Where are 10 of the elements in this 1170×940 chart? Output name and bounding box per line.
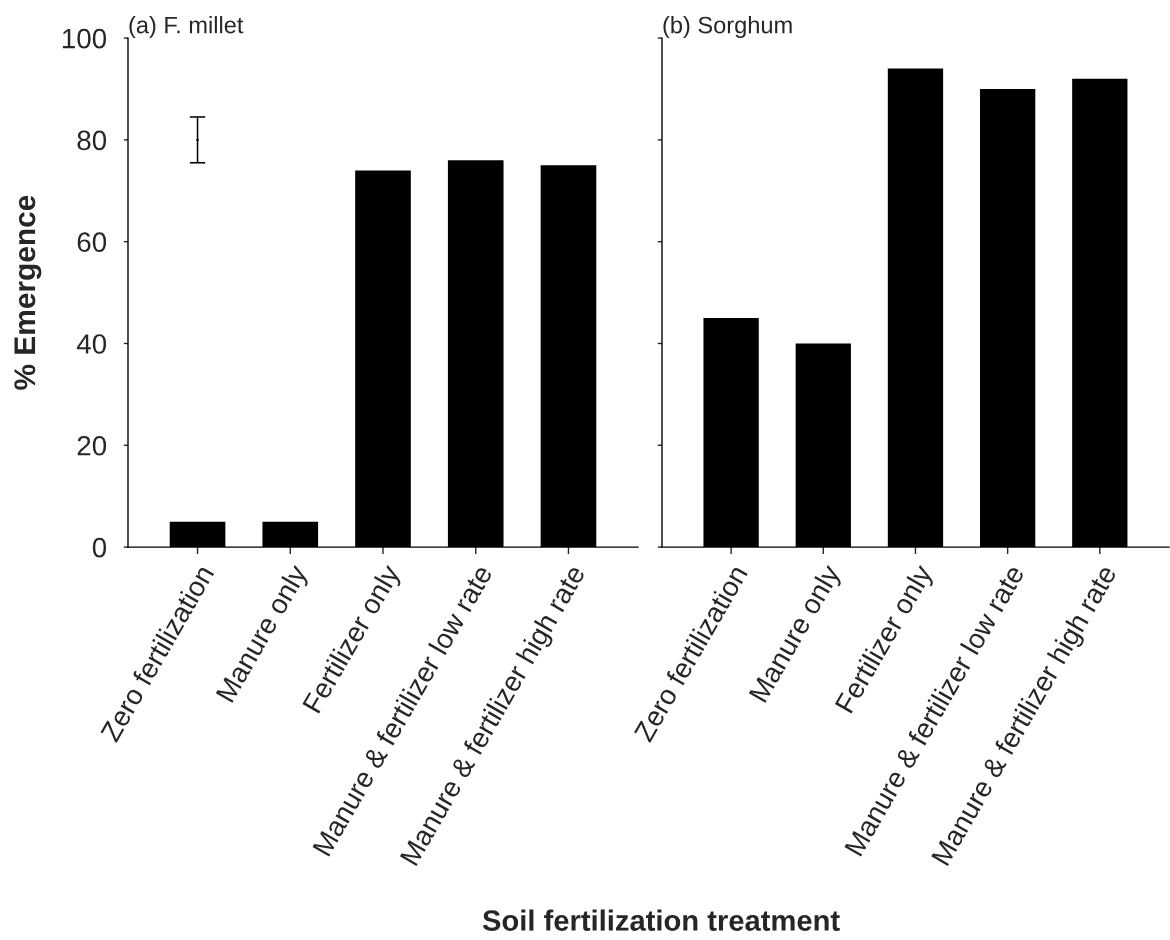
y-axis-title: % Emergence [14,195,42,390]
y-tick-label: 60 [77,232,107,253]
y-tick-label: 20 [77,435,107,456]
y-tick-label: 100 [62,28,107,49]
y-tick-label: 40 [76,334,107,354]
y-tick-label: 80 [77,130,107,151]
y-tick-label: 0 [92,537,107,558]
chart-title: (b) Sorghum [663,16,792,39]
chart-title: (a) F. millet [129,16,244,39]
x-axis-title: Soil fertilization treatment [482,909,840,931]
